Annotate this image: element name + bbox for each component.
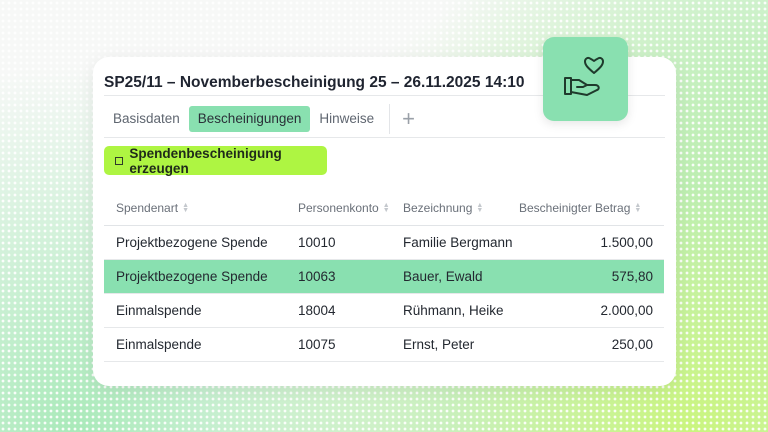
- cell-spendenart: Einmalspende: [116, 303, 202, 318]
- column-header-betrag[interactable]: Bescheinigter Betrag ▲ ▼: [518, 201, 653, 215]
- divider: [104, 95, 665, 96]
- cell-betrag: 2.000,00: [600, 303, 653, 318]
- create-certificate-label: Spendenbescheinigung erzeugen: [129, 145, 282, 176]
- cell-spendenart: Einmalspende: [116, 337, 202, 352]
- column-label: Spendenart: [116, 200, 179, 215]
- table-row[interactable]: Einmalspende 18004 Rühmann, Heike 2.000,00: [104, 294, 664, 328]
- cell-personenkonto: 10075: [298, 337, 336, 352]
- plus-icon[interactable]: +: [402, 106, 416, 131]
- sort-icon[interactable]: ▲ ▼: [476, 202, 484, 215]
- sort-icon[interactable]: ▲ ▼: [382, 202, 390, 215]
- table-row-selected[interactable]: Projektbezogene Spende 10063 Bauer, Ewald 5…: [104, 260, 664, 294]
- cell-spendenart: Projektbezogene Spende: [116, 269, 268, 284]
- certificate-icon: [115, 156, 124, 165]
- tab-hinweise[interactable]: Hinweise: [319, 111, 375, 126]
- tab-bar: Basisdaten Bescheinigungen Hinweise +: [104, 104, 421, 134]
- divider: [104, 137, 665, 138]
- cell-personenkonto: 10063: [298, 269, 336, 284]
- table-row[interactable]: Projektbezogene Spende 10010 Familie Bergm…: [104, 226, 664, 260]
- tab-bescheinigungen[interactable]: Bescheinigungen: [188, 106, 311, 132]
- certificates-table: Spendenart ▲ ▼ Personenkonto ▲ ▼ Bezeichnung…: [104, 190, 664, 362]
- column-label: Personenkonto: [298, 200, 379, 215]
- cell-bezeichnung: Bauer, Ewald: [403, 269, 483, 284]
- cell-betrag: 1.500,00: [600, 235, 653, 250]
- cell-bezeichnung: Familie Bergmann: [403, 235, 513, 250]
- cell-bezeichnung: Rühmann, Heike: [403, 303, 504, 318]
- column-header-personenkonto[interactable]: Personenkonto ▲ ▼: [298, 201, 403, 215]
- cell-spendenart: Projektbezogene Spende: [116, 235, 268, 250]
- column-header-spendenart[interactable]: Spendenart ▲ ▼: [104, 201, 298, 215]
- column-label: Bezeichnung: [403, 200, 473, 215]
- cell-bezeichnung: Ernst, Peter: [403, 337, 475, 352]
- cell-betrag: 250,00: [611, 337, 653, 352]
- column-label: Bescheinigter Betrag: [519, 200, 631, 215]
- page-title: SP25/11 – Novemberbescheinigung 25 – 26.…: [104, 74, 525, 91]
- hand-heart-badge: [543, 37, 628, 121]
- table-row[interactable]: Einmalspende 10075 Ernst, Peter 250,00: [104, 328, 664, 362]
- create-certificate-button[interactable]: Spendenbescheinigung erzeugen: [104, 145, 327, 176]
- cell-personenkonto: 10010: [298, 235, 336, 250]
- cell-betrag: 575,80: [611, 269, 653, 284]
- hand-heart-icon: [563, 56, 604, 96]
- sort-icon[interactable]: ▲ ▼: [182, 202, 189, 215]
- column-header-bezeichnung[interactable]: Bezeichnung ▲ ▼: [403, 201, 518, 215]
- sort-icon[interactable]: ▲ ▼: [634, 202, 642, 215]
- table-header: Spendenart ▲ ▼ Personenkonto ▲ ▼ Bezeichnung…: [104, 190, 664, 226]
- tab-basisdaten[interactable]: Basisdaten: [113, 111, 180, 126]
- tab-separator: [389, 104, 391, 134]
- cell-personenkonto: 18004: [298, 303, 336, 318]
